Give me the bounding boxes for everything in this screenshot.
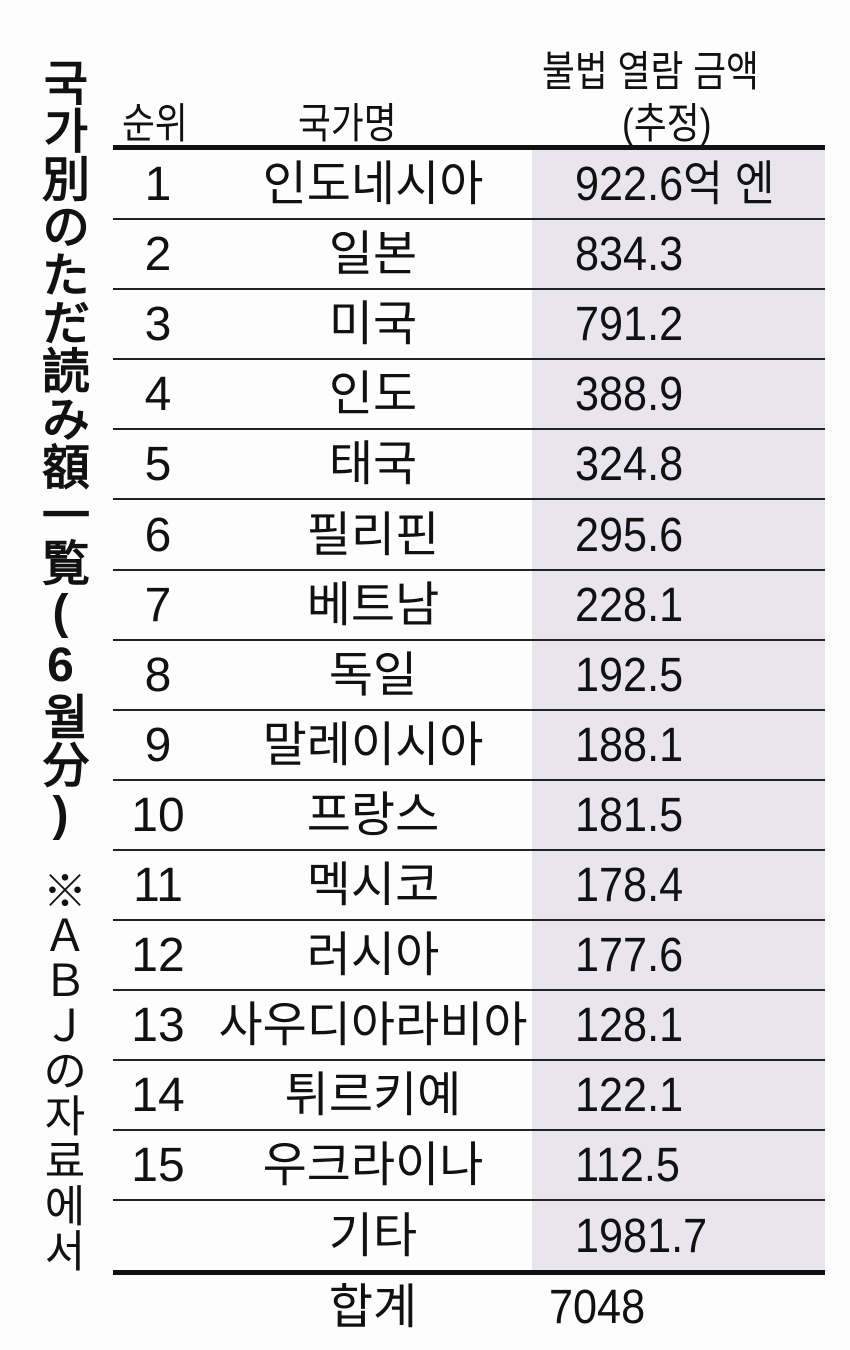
- table-row: 7 베트남 228.1: [113, 571, 825, 641]
- amount-cell: 188.1: [575, 718, 684, 772]
- header-country: 국가명: [298, 100, 397, 147]
- header-amount-note: (추정): [622, 100, 712, 147]
- country-cell: 필리핀: [306, 508, 440, 562]
- rank-cell: 7: [144, 578, 172, 632]
- rank-cell: 8: [144, 648, 172, 702]
- table-row: 8 독일 192.5: [113, 641, 825, 711]
- total-divider: [113, 1270, 825, 1275]
- country-cell: 우크라이나: [262, 1139, 484, 1193]
- row-divider: [113, 288, 825, 291]
- table-row: 1 인도네시아 922.6억 엔: [113, 150, 825, 220]
- country-cell: 튀르키예: [284, 1069, 462, 1123]
- country-cell: 미국: [328, 298, 418, 352]
- table-row: 4 인도 388.9: [113, 360, 825, 430]
- table-row: 11 멕시코 178.4: [113, 851, 825, 921]
- table-row: 13 사우디아라비아 128.1: [113, 991, 825, 1061]
- amount-cell: 178.4: [575, 859, 684, 912]
- table-row: 15 우크라이나 112.5: [113, 1131, 825, 1201]
- row-divider: [113, 1129, 825, 1132]
- amount-cell: 1981.7: [575, 1209, 708, 1263]
- table-row: 2 일본 834.3: [113, 220, 825, 290]
- row-divider: [113, 778, 825, 781]
- rank-cell: 1: [144, 158, 172, 211]
- row-divider: [113, 218, 825, 220]
- amount-cell: 228.1: [575, 578, 684, 632]
- amount-column-shading: [532, 150, 825, 1272]
- country-cell: 태국: [328, 438, 418, 492]
- rank-cell: 4: [144, 368, 172, 422]
- rank-cell: 3: [144, 298, 172, 352]
- amount-cell: 181.5: [575, 788, 684, 842]
- total-row: 합계 7048: [113, 1273, 825, 1343]
- table-row: 9 말레이시아 188.1: [113, 711, 825, 781]
- total-amount: 7048: [549, 1281, 646, 1334]
- row-divider: [113, 638, 825, 641]
- table-row: 12 러시아 177.6: [113, 921, 825, 991]
- source-note: ※ＡＢＪの자료에서: [36, 868, 85, 1273]
- rank-cell: 13: [131, 999, 185, 1053]
- amount-cell: 324.8: [575, 438, 684, 492]
- amount-cell: 177.6: [575, 929, 684, 983]
- country-cell: 멕시코: [306, 859, 440, 912]
- amount-cell: 112.5: [575, 1139, 680, 1193]
- amount-cell: 295.6: [575, 508, 684, 562]
- country-cell: 러시아: [306, 929, 440, 983]
- table-row: 5 태국 324.8: [113, 430, 825, 500]
- table-row: 14 튀르키예 122.1: [113, 1061, 825, 1131]
- row-divider: [113, 1059, 825, 1062]
- rank-cell: 9: [144, 718, 172, 772]
- row-divider: [113, 358, 825, 361]
- rank-cell: 10: [131, 788, 185, 842]
- country-cell: 기타: [328, 1209, 418, 1263]
- row-divider: [113, 989, 825, 992]
- country-cell: 일본: [328, 228, 418, 282]
- rank-cell: 12: [131, 929, 185, 983]
- table-title: 국가別のただ読み額一覧(6월分): [34, 58, 87, 841]
- row-divider: [113, 1199, 825, 1202]
- table-row: 10 프랑스 181.5: [113, 781, 825, 851]
- amount-cell: 834.3: [575, 228, 684, 282]
- table-row: 3 미국 791.2: [113, 290, 825, 360]
- country-cell: 인도네시아: [262, 158, 484, 211]
- row-divider: [113, 919, 825, 921]
- country-cell: 베트남: [306, 578, 440, 632]
- rank-cell: 15: [131, 1139, 185, 1193]
- total-label: 합계: [328, 1281, 418, 1334]
- row-divider: [113, 568, 825, 571]
- amount-cell: 388.9: [575, 368, 684, 422]
- rank-cell: 14: [131, 1069, 185, 1123]
- table-row: 기타 1981.7: [113, 1202, 825, 1272]
- header-amount: 불법 열람 금액: [542, 48, 759, 95]
- row-divider: [113, 848, 825, 851]
- country-cell: 사우디아라비아: [218, 999, 528, 1053]
- rank-cell: 2: [144, 228, 172, 282]
- rank-cell: 5: [144, 438, 172, 492]
- table-row: 6 필리핀 295.6: [113, 501, 825, 571]
- amount-cell: 122.1: [575, 1069, 684, 1123]
- rank-cell: 6: [144, 508, 172, 562]
- country-cell: 프랑스: [306, 788, 440, 842]
- amount-cell: 922.6억 엔: [575, 158, 775, 211]
- header-divider: [113, 145, 825, 150]
- amount-cell: 791.2: [575, 298, 684, 352]
- row-divider: [113, 428, 825, 431]
- header-rank: 순위: [122, 100, 188, 147]
- rank-cell: 11: [133, 859, 183, 912]
- amount-cell: 192.5: [575, 648, 684, 702]
- amount-cell: 128.1: [575, 999, 684, 1053]
- country-cell: 독일: [328, 648, 418, 702]
- country-cell: 말레이시아: [262, 718, 484, 772]
- row-divider: [113, 708, 825, 711]
- country-cell: 인도: [328, 368, 418, 422]
- row-divider: [113, 498, 825, 501]
